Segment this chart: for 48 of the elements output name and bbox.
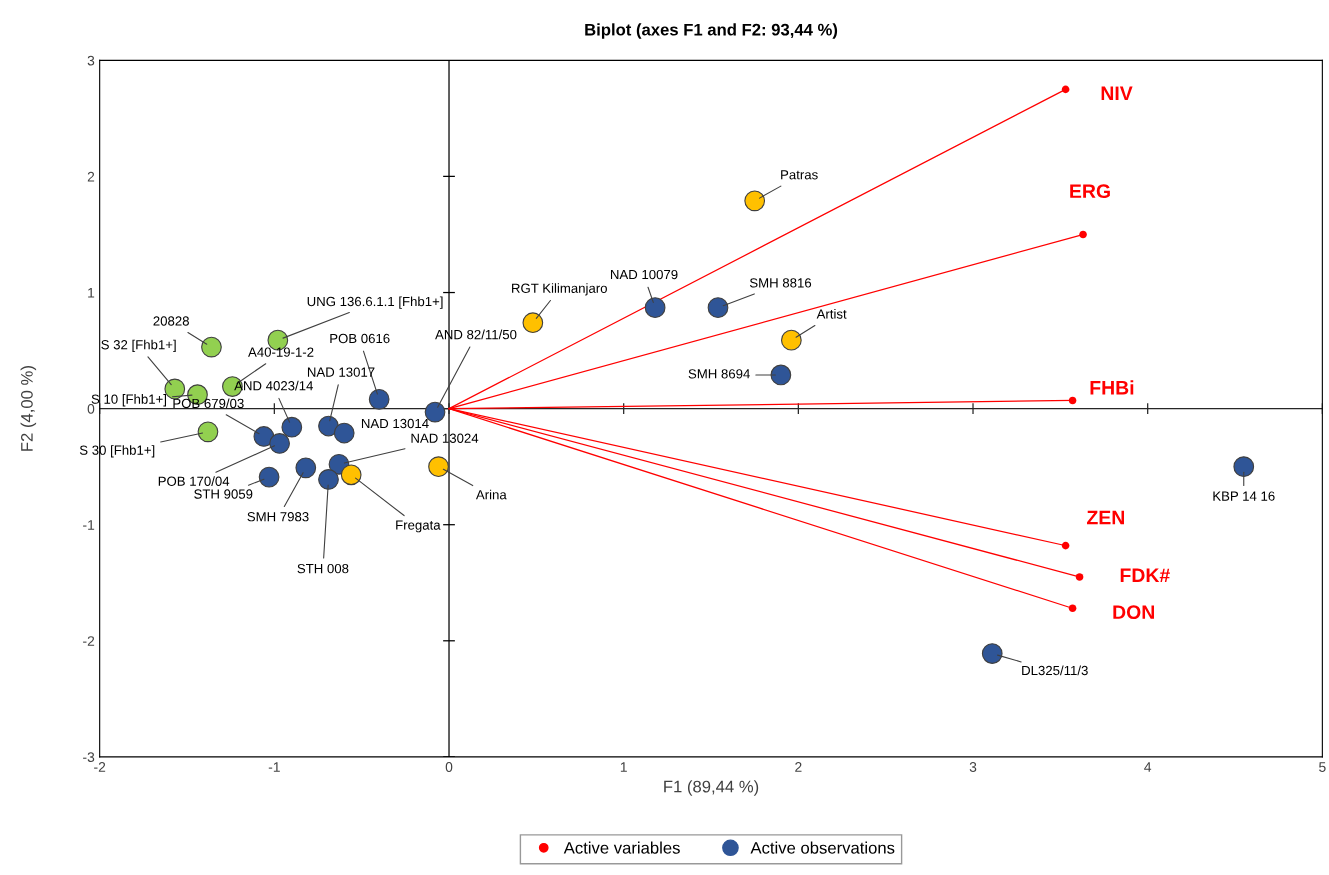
annotation: 20828	[153, 316, 189, 326]
annotation: ZEN	[1087, 510, 1125, 525]
annotation: SMH 7983	[247, 512, 309, 522]
annotation: DON	[1113, 605, 1154, 620]
x-tick-label: 0	[445, 762, 453, 772]
annotation: POB 679/03	[173, 398, 244, 409]
annotation: FDK#	[1120, 568, 1170, 582]
annotation: STH 9059	[194, 489, 253, 499]
annotation: NAD 13014	[361, 418, 429, 429]
x-tick-label: 4	[1144, 762, 1152, 772]
x-tick-label: 3	[969, 762, 977, 772]
x-tick-label: -1	[268, 762, 280, 772]
x-tick-label: -2	[94, 762, 106, 772]
annotation: Artist	[816, 308, 847, 319]
annotation: POB 0616	[330, 333, 390, 344]
y-tick-label: 0	[87, 403, 95, 414]
annotation: SMH 8694	[688, 369, 750, 379]
x-tick-label: 5	[1319, 762, 1326, 772]
annotation: FHBi	[1090, 380, 1134, 395]
annotation: NAD 13017	[307, 367, 375, 377]
chart-title: Biplot (axes F1 and F2: 93,44 %)	[585, 23, 838, 39]
y-tick-label: -2	[83, 636, 95, 646]
x-tick-label: 1	[620, 762, 627, 772]
annotation: Patras	[781, 170, 818, 180]
y-tick-label: -1	[83, 520, 95, 530]
annotation: DL325/11/3	[1022, 665, 1088, 676]
annotation: Fregata	[396, 520, 441, 533]
y-tick-label: 1	[88, 288, 95, 298]
legend-label: Active variables	[563, 841, 680, 854]
x-tick-label: 2	[795, 762, 802, 772]
annotation: POB 170/04	[158, 476, 230, 486]
annotation: NIV	[1101, 86, 1133, 100]
y-tick-label: 2	[87, 171, 95, 182]
legend-label: Active observations	[750, 841, 895, 854]
y-tick-label: 3	[87, 55, 95, 66]
annotation: NAD 10079	[610, 269, 678, 280]
y-axis-title: F2 (4,00 %)	[20, 366, 37, 451]
annotation: SMH 8816	[749, 278, 812, 288]
annotation: KBP 14 16	[1213, 491, 1275, 501]
x-axis-title: F1 (89,44 %)	[664, 780, 759, 796]
annotation: STH 008	[297, 563, 349, 574]
y-tick-label: -3	[83, 752, 95, 763]
annotation: A40-19-1-2	[248, 347, 314, 357]
annotation: RGT Kilimanjaro	[512, 283, 607, 296]
annotation: UNG 136.6.1.1 [Fhb1+]	[307, 296, 443, 309]
annotation: ERG	[1070, 184, 1110, 199]
annotation: Arina	[475, 489, 507, 500]
annotation: S 32 [Fhb1+]	[101, 339, 176, 352]
